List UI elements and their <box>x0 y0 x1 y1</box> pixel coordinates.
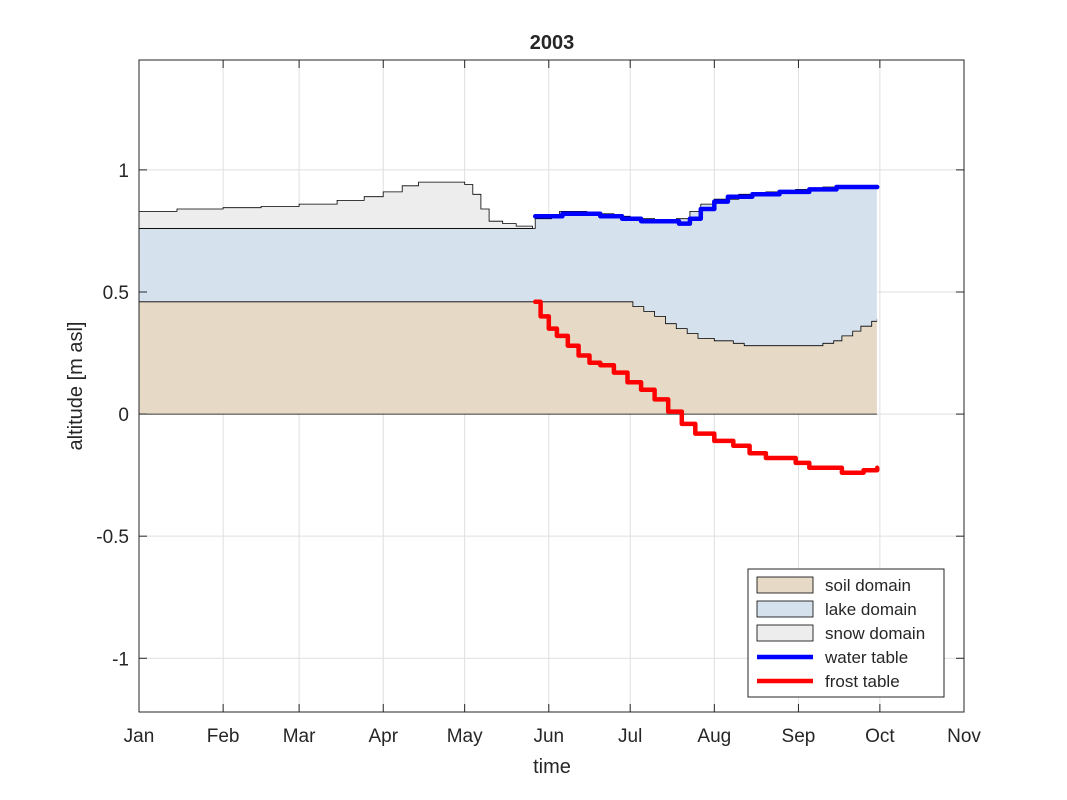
line-layer <box>532 184 880 475</box>
water-table-line <box>532 184 880 226</box>
x-tick-label: Nov <box>947 726 981 747</box>
soil-domain-boundary <box>139 301 878 347</box>
legend-label: lake domain <box>825 600 917 619</box>
y-tick-label: -0.5 <box>96 527 129 548</box>
y-tick-label: 0.5 <box>103 283 129 304</box>
frost-table-line <box>532 299 880 475</box>
y-tick-label: 1 <box>118 161 129 182</box>
chart-title: 2003 <box>530 32 575 54</box>
legend-swatch <box>756 624 814 642</box>
legend-label: water table <box>824 648 908 667</box>
x-tick-label: Jul <box>618 726 642 747</box>
x-axis-label: time <box>533 756 571 778</box>
legend-swatch <box>756 600 814 618</box>
x-axis-ticks: Jan Feb Mar Apr May Jun Jul Aug Sep Oct Nov <box>124 60 981 747</box>
x-tick-label: Apr <box>368 726 398 747</box>
legend-swatch <box>756 576 814 594</box>
x-tick-label: Feb <box>207 726 240 747</box>
legend-label: soil domain <box>825 576 911 595</box>
y-tick-label: 0 <box>118 405 129 426</box>
x-tick-label: May <box>447 726 483 747</box>
plot-frame <box>138 59 965 713</box>
x-tick-label: Mar <box>283 726 316 747</box>
legend-label: snow domain <box>825 624 925 643</box>
snow-domain-boundary <box>139 181 533 229</box>
x-tick-label: Jan <box>124 726 155 747</box>
y-axis-ticks: 1 0.5 0 -0.5 -1 <box>96 161 964 670</box>
x-tick-label: Sep <box>782 726 816 747</box>
y-axis-label: altitude [m asl] <box>65 322 87 451</box>
snow-domain-area <box>139 182 533 229</box>
legend: soil domain lake domain snow domain water t… <box>747 568 945 698</box>
x-tick-label: Oct <box>865 726 895 747</box>
legend-label: frost table <box>825 672 900 691</box>
x-tick-label: Aug <box>697 726 731 747</box>
soil-domain-area <box>139 301 878 415</box>
area-layer <box>139 181 878 415</box>
y-tick-label: -1 <box>112 649 129 670</box>
x-tick-label: Jun <box>533 726 564 747</box>
